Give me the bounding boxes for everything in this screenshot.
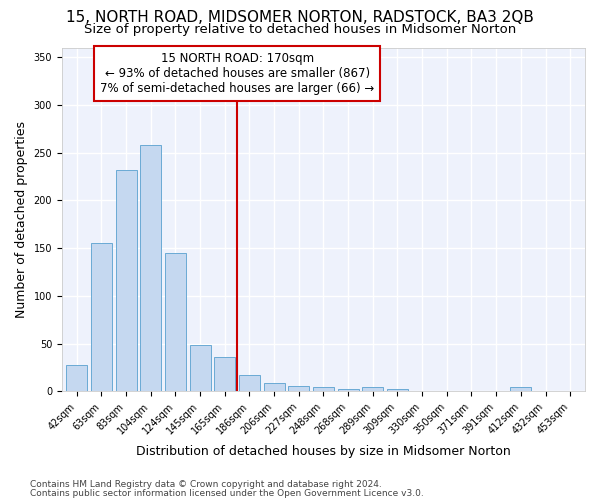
Text: Size of property relative to detached houses in Midsomer Norton: Size of property relative to detached ho… [84,22,516,36]
Bar [387,388,408,392]
Text: Contains HM Land Registry data © Crown copyright and database right 2024.: Contains HM Land Registry data © Crown c… [30,480,382,489]
Bar [338,388,359,392]
Bar [239,375,260,392]
Text: 15 NORTH ROAD: 170sqm
← 93% of detached houses are smaller (867)
7% of semi-deta: 15 NORTH ROAD: 170sqm ← 93% of detached … [100,52,374,96]
Y-axis label: Number of detached properties: Number of detached properties [15,121,28,318]
Bar [190,344,211,392]
Bar [263,383,284,392]
Bar [288,386,309,392]
Text: Contains public sector information licensed under the Open Government Licence v3: Contains public sector information licen… [30,488,424,498]
Bar [511,386,532,392]
X-axis label: Distribution of detached houses by size in Midsomer Norton: Distribution of detached houses by size … [136,444,511,458]
Bar [362,386,383,392]
Bar [165,253,186,392]
Text: 15, NORTH ROAD, MIDSOMER NORTON, RADSTOCK, BA3 2QB: 15, NORTH ROAD, MIDSOMER NORTON, RADSTOC… [66,10,534,25]
Bar [91,244,112,392]
Bar [140,145,161,392]
Bar [214,357,235,392]
Bar [66,364,87,392]
Bar [313,386,334,392]
Bar [116,170,137,392]
